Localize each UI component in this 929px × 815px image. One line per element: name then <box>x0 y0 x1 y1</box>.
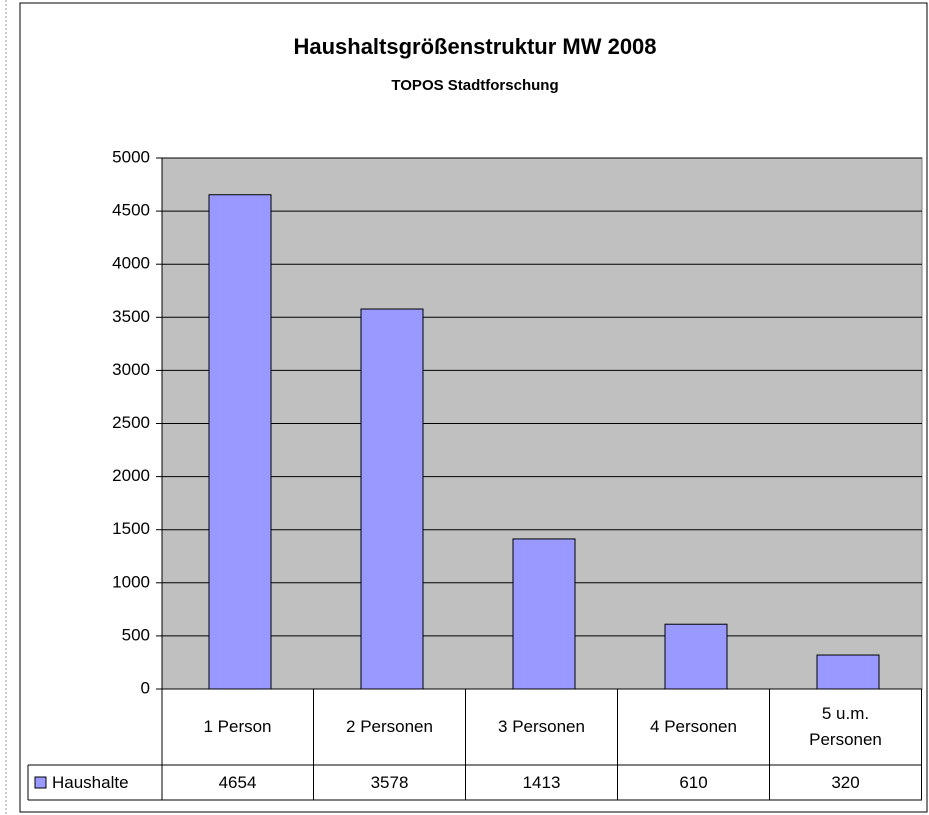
bar <box>360 308 424 690</box>
y-tick-label: 1500 <box>112 519 150 538</box>
y-tick-label: 4500 <box>112 201 150 220</box>
bar <box>512 538 576 690</box>
y-tick-label: 2000 <box>112 466 150 485</box>
x-tick-label: 5 u.m. Personen <box>770 689 922 765</box>
y-tick-label: 4000 <box>112 254 150 273</box>
chart-subtitle: TOPOS Stadtforschung <box>391 77 558 94</box>
y-tick-label: 2500 <box>112 413 150 432</box>
table-value: 610 <box>618 765 770 800</box>
table-value: 4654 <box>162 765 314 800</box>
bar <box>664 623 728 690</box>
y-tick-label: 1000 <box>112 572 150 591</box>
bar <box>816 654 880 690</box>
table-value: 1413 <box>466 765 618 800</box>
legend-entry: Haushalte <box>52 772 129 792</box>
table-value: 3578 <box>314 765 466 800</box>
x-tick-label: 2 Personen <box>314 689 466 765</box>
y-tick-label: 3000 <box>112 360 150 379</box>
x-tick-label: 1 Person <box>162 689 314 765</box>
x-tick-label: 4 Personen <box>618 689 770 765</box>
y-tick-label: 500 <box>122 625 150 644</box>
legend-key <box>34 776 47 789</box>
y-tick-label: 3500 <box>112 307 150 326</box>
x-tick-label: 3 Personen <box>466 689 618 765</box>
table-value: 320 <box>770 765 922 800</box>
y-tick-label: 0 <box>141 678 150 697</box>
bar <box>208 194 272 690</box>
y-tick-label: 5000 <box>112 147 150 166</box>
chart-title: Haushaltsgrößenstruktur MW 2008 <box>293 34 656 59</box>
